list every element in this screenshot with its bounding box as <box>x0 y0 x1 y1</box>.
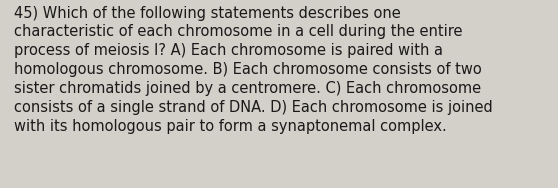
Text: 45) Which of the following statements describes one
characteristic of each chrom: 45) Which of the following statements de… <box>14 6 493 134</box>
